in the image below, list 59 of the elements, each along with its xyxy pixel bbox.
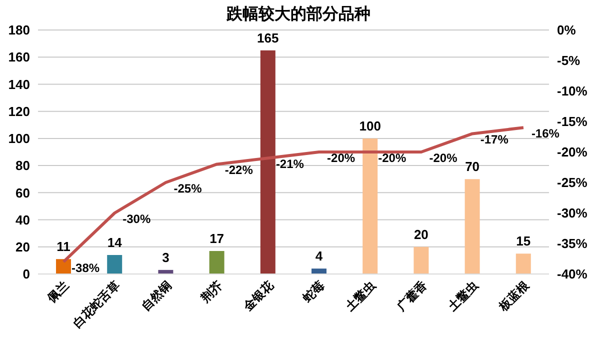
y-tick-label: 0: [22, 266, 30, 282]
bar: [260, 50, 276, 274]
x-tick-label: 荆芥: [197, 278, 225, 306]
bar: [464, 179, 480, 274]
data-label: 70: [465, 159, 480, 174]
data-label: -20%: [327, 151, 356, 165]
x-tick-label: 金银花: [240, 278, 277, 314]
y-tick-label: 120: [8, 104, 30, 119]
y2-tick-label: -15%: [557, 114, 588, 130]
data-label: 20: [414, 226, 428, 242]
y2-tick-label: -30%: [557, 206, 588, 221]
data-label: -17%: [480, 132, 509, 147]
data-label: -21%: [276, 157, 304, 172]
data-label: -20%: [429, 151, 458, 165]
x-tick-label: 自然铜: [138, 278, 174, 314]
y2-tick-label: 0%: [557, 22, 576, 38]
data-label: 17: [210, 230, 224, 246]
bar: [56, 259, 71, 274]
bar: [516, 254, 531, 274]
y-tick-label: 40: [16, 212, 30, 228]
x-tick-label: 土鳖虫: [444, 278, 482, 314]
bar: [209, 250, 224, 274]
chart-title: 跌幅较大的部分品种: [226, 4, 370, 23]
data-label: 100: [359, 118, 381, 134]
y-tick-label: 160: [8, 50, 30, 65]
y-tick-label: 100: [8, 131, 30, 146]
data-label: 11: [56, 239, 70, 254]
x-tick-label: 佩兰: [44, 278, 72, 306]
bar: [414, 246, 429, 274]
data-label: -22%: [224, 163, 254, 178]
data-label: -38%: [72, 260, 100, 275]
data-label: 165: [257, 30, 279, 46]
y2-tick-label: -5%: [557, 53, 581, 68]
x-tick-label: 蛇莓: [300, 278, 328, 306]
x-tick-label: 白花蛇舌草: [70, 278, 123, 331]
data-label: 4: [315, 248, 324, 264]
data-label: 3: [162, 250, 170, 265]
y2-tick-label: -35%: [557, 236, 588, 252]
y-tick-label: 20: [16, 240, 30, 255]
x-tick-label: 板蓝根: [496, 278, 532, 314]
data-label: -25%: [174, 182, 202, 196]
y2-tick-label: -25%: [557, 175, 588, 190]
bar: [362, 138, 378, 274]
y-tick-label: 180: [8, 22, 30, 38]
bar: [107, 255, 122, 274]
data-label: 14: [107, 235, 123, 250]
x-tick-label: 土鳖虫: [342, 278, 379, 314]
bar: [312, 268, 326, 274]
y-tick-label: 60: [16, 185, 30, 200]
y2-tick-label: -20%: [557, 144, 588, 160]
y-tick-label: 140: [8, 76, 30, 92]
data-label: 15: [516, 234, 531, 249]
y2-tick-label: -40%: [557, 266, 588, 282]
data-label: -30%: [122, 212, 151, 226]
data-label: -20%: [378, 151, 406, 165]
x-tick-label: 广藿香: [393, 278, 430, 314]
y2-tick-label: -10%: [557, 84, 588, 99]
data-label: -16%: [531, 126, 560, 141]
y-tick-label: 80: [16, 158, 30, 174]
